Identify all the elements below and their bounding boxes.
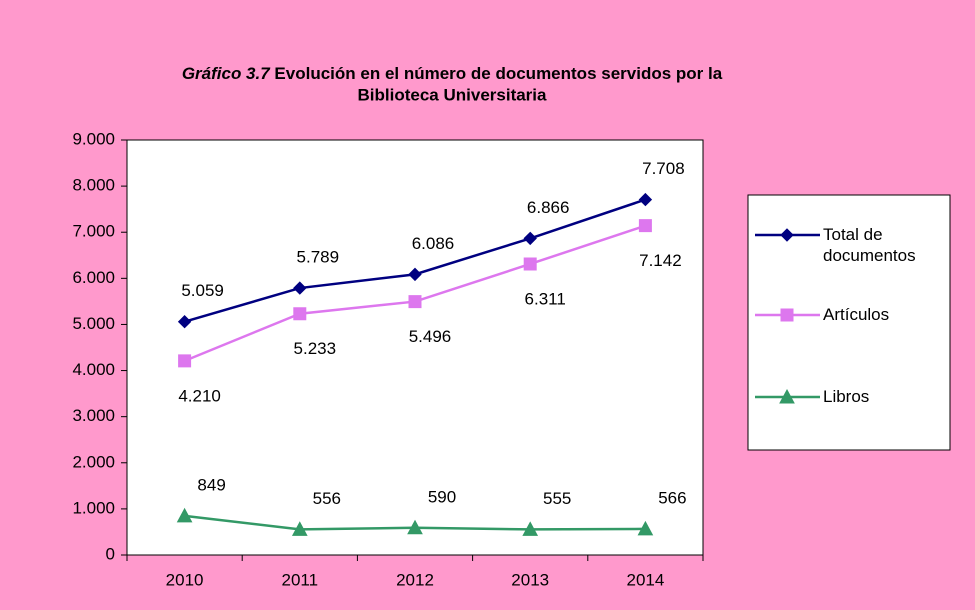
legend-label: Total de documentos: [823, 225, 916, 265]
marker: [408, 295, 422, 309]
data-label: 7.142: [639, 251, 682, 270]
marker: [523, 231, 537, 246]
y-tick-label: 4.000: [72, 360, 115, 379]
data-label: 5.496: [409, 327, 452, 346]
data-label: 6.866: [527, 198, 570, 217]
y-tick-label: 3.000: [72, 406, 115, 425]
marker: [637, 520, 654, 536]
x-tick-label: 2014: [626, 570, 664, 589]
x-tick-label: 2012: [396, 570, 434, 589]
y-tick-label: 6.000: [72, 268, 115, 287]
data-label: 849: [197, 475, 225, 494]
x-tick-label: 2011: [282, 570, 319, 589]
marker: [523, 257, 537, 271]
legend-box: [747, 194, 951, 451]
y-tick-label: 1.000: [72, 498, 115, 517]
title-line: Evolución en el número de documentos ser…: [274, 64, 722, 83]
marker: [293, 307, 307, 321]
chart-title: Gráfico 3.7 Evolución en el número de do…: [182, 64, 723, 83]
marker: [176, 507, 193, 523]
marker: [178, 354, 192, 368]
title-number: Gráfico 3.7: [182, 64, 271, 83]
x-tick-label: 2010: [166, 570, 204, 589]
marker: [407, 519, 423, 535]
marker: [291, 521, 308, 536]
data-label: 556: [313, 489, 341, 508]
data-label: 566: [658, 488, 686, 507]
x-tick-label: 2013: [511, 570, 549, 589]
plot-area: [126, 139, 704, 556]
marker: [780, 308, 794, 322]
marker: [638, 192, 653, 207]
y-tick-label: 8.000: [72, 176, 115, 195]
data-label: 5.789: [297, 248, 340, 267]
data-label: 6.086: [412, 234, 455, 253]
data-label: 7.708: [642, 159, 685, 178]
title-line: Biblioteca Universitaria: [358, 85, 548, 104]
data-label: 5.233: [294, 339, 337, 358]
marker: [408, 267, 422, 282]
y-tick-label: 5.000: [72, 314, 115, 333]
y-tick-label: 9.000: [72, 129, 115, 148]
y-tick-label: 2.000: [72, 452, 115, 471]
legend-label: Libros: [823, 387, 870, 406]
data-label: 555: [543, 489, 571, 508]
y-tick-label: 7.000: [72, 222, 115, 241]
data-label: 590: [428, 487, 456, 506]
marker: [779, 388, 795, 404]
y-tick-label: 0: [106, 544, 115, 563]
data-label: 4.210: [178, 386, 221, 405]
data-label: 6.311: [525, 289, 566, 308]
marker: [293, 281, 307, 295]
data-label: 5.059: [181, 281, 224, 300]
marker: [522, 521, 539, 536]
legend-label: Artículos: [823, 305, 890, 324]
marker: [638, 219, 652, 233]
marker: [177, 315, 192, 329]
marker: [780, 228, 794, 242]
